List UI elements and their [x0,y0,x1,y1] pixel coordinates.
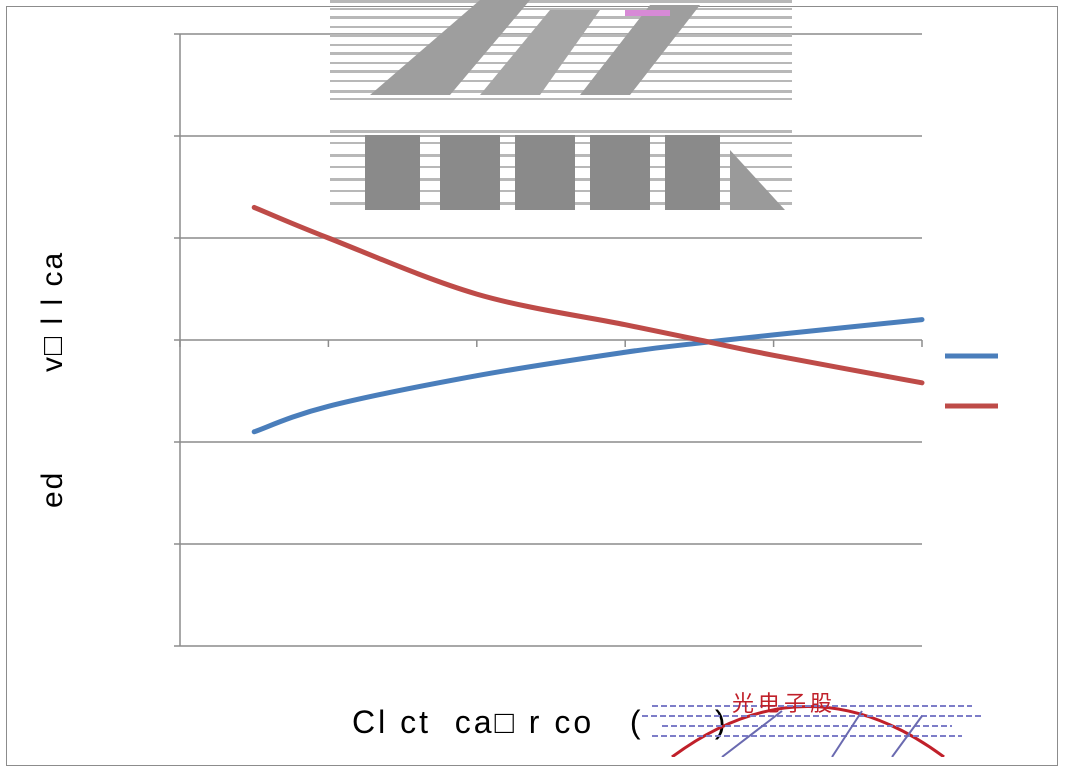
watermark-logo [330,0,792,215]
y-axis-label-upper: v□ l l ca [36,250,69,372]
x-axis-label: Cl ct ca□ r co ( ) [352,704,729,740]
series-line-1 [251,317,925,435]
stamp-text: 光电子股 [732,692,837,717]
company-stamp: 光电子股 [632,676,984,757]
series-line-2 [251,204,925,386]
y-axis-label-lower: ed [36,470,69,508]
